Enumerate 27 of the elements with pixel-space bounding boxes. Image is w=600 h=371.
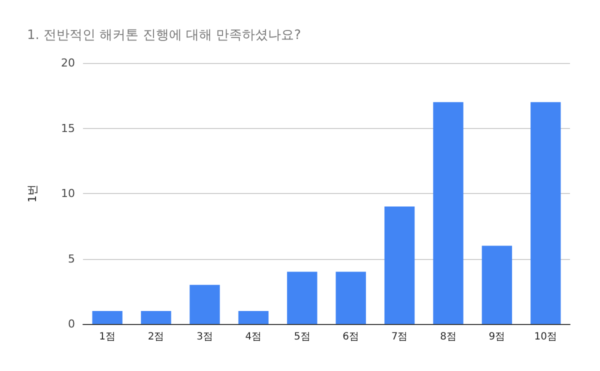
chart-title: 1. 전반적인 해커톤 진행에 대해 만족하셨나요?	[27, 28, 301, 43]
y-tick-label: 10	[61, 187, 75, 200]
x-tick-label: 5점	[294, 332, 310, 342]
x-tick-label: 4점	[245, 332, 262, 342]
bar	[384, 206, 415, 324]
y-tick-label: 20	[61, 56, 75, 70]
y-tick-label: 15	[61, 122, 75, 135]
x-tick-label: 1점	[99, 332, 116, 342]
bar	[530, 102, 561, 324]
bar	[433, 102, 464, 324]
x-tick-label: 7점	[391, 332, 408, 342]
bar	[287, 272, 318, 324]
x-tick-label: 2점	[148, 332, 164, 342]
x-tick-label: 6점	[342, 332, 360, 342]
x-tick-label: 9점	[488, 332, 506, 342]
bar	[482, 246, 512, 324]
bar	[336, 272, 366, 324]
bar	[238, 310, 269, 324]
x-tick-label: 10점	[534, 332, 558, 342]
y-tick-label: 0	[68, 318, 75, 330]
x-tick-label: 8점	[440, 332, 456, 342]
bar	[190, 284, 220, 324]
y-axis-title: 1번	[26, 184, 39, 202]
y-tick-label: 5	[68, 252, 75, 266]
bar	[92, 310, 122, 324]
x-tick-label: 3점	[196, 332, 213, 342]
bar	[140, 310, 172, 324]
